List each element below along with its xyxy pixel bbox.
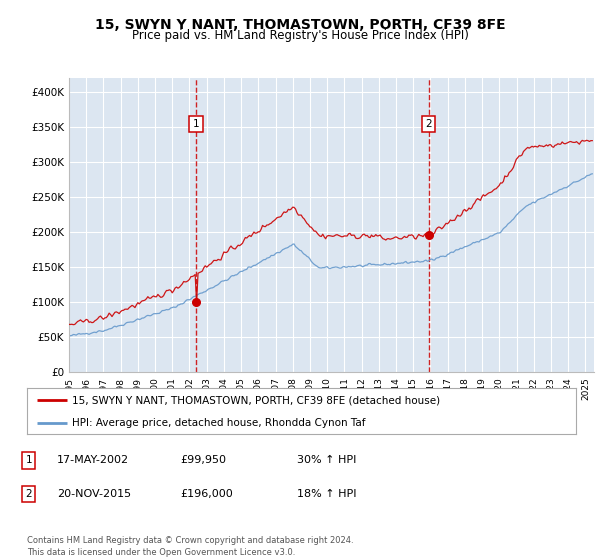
Text: 18% ↑ HPI: 18% ↑ HPI [297,489,356,499]
Text: 17-MAY-2002: 17-MAY-2002 [57,455,129,465]
Text: £99,950: £99,950 [180,455,226,465]
Text: HPI: Average price, detached house, Rhondda Cynon Taf: HPI: Average price, detached house, Rhon… [72,418,365,427]
Text: 20-NOV-2015: 20-NOV-2015 [57,489,131,499]
Text: 15, SWYN Y NANT, THOMASTOWN, PORTH, CF39 8FE (detached house): 15, SWYN Y NANT, THOMASTOWN, PORTH, CF39… [72,395,440,405]
Text: £196,000: £196,000 [180,489,233,499]
Text: 1: 1 [25,455,32,465]
Text: Price paid vs. HM Land Registry's House Price Index (HPI): Price paid vs. HM Land Registry's House … [131,29,469,42]
Text: 2: 2 [425,119,432,129]
Text: 1: 1 [193,119,199,129]
Text: 30% ↑ HPI: 30% ↑ HPI [297,455,356,465]
Text: 15, SWYN Y NANT, THOMASTOWN, PORTH, CF39 8FE: 15, SWYN Y NANT, THOMASTOWN, PORTH, CF39… [95,18,505,32]
Text: Contains HM Land Registry data © Crown copyright and database right 2024.
This d: Contains HM Land Registry data © Crown c… [27,536,353,557]
Text: 2: 2 [25,489,32,499]
